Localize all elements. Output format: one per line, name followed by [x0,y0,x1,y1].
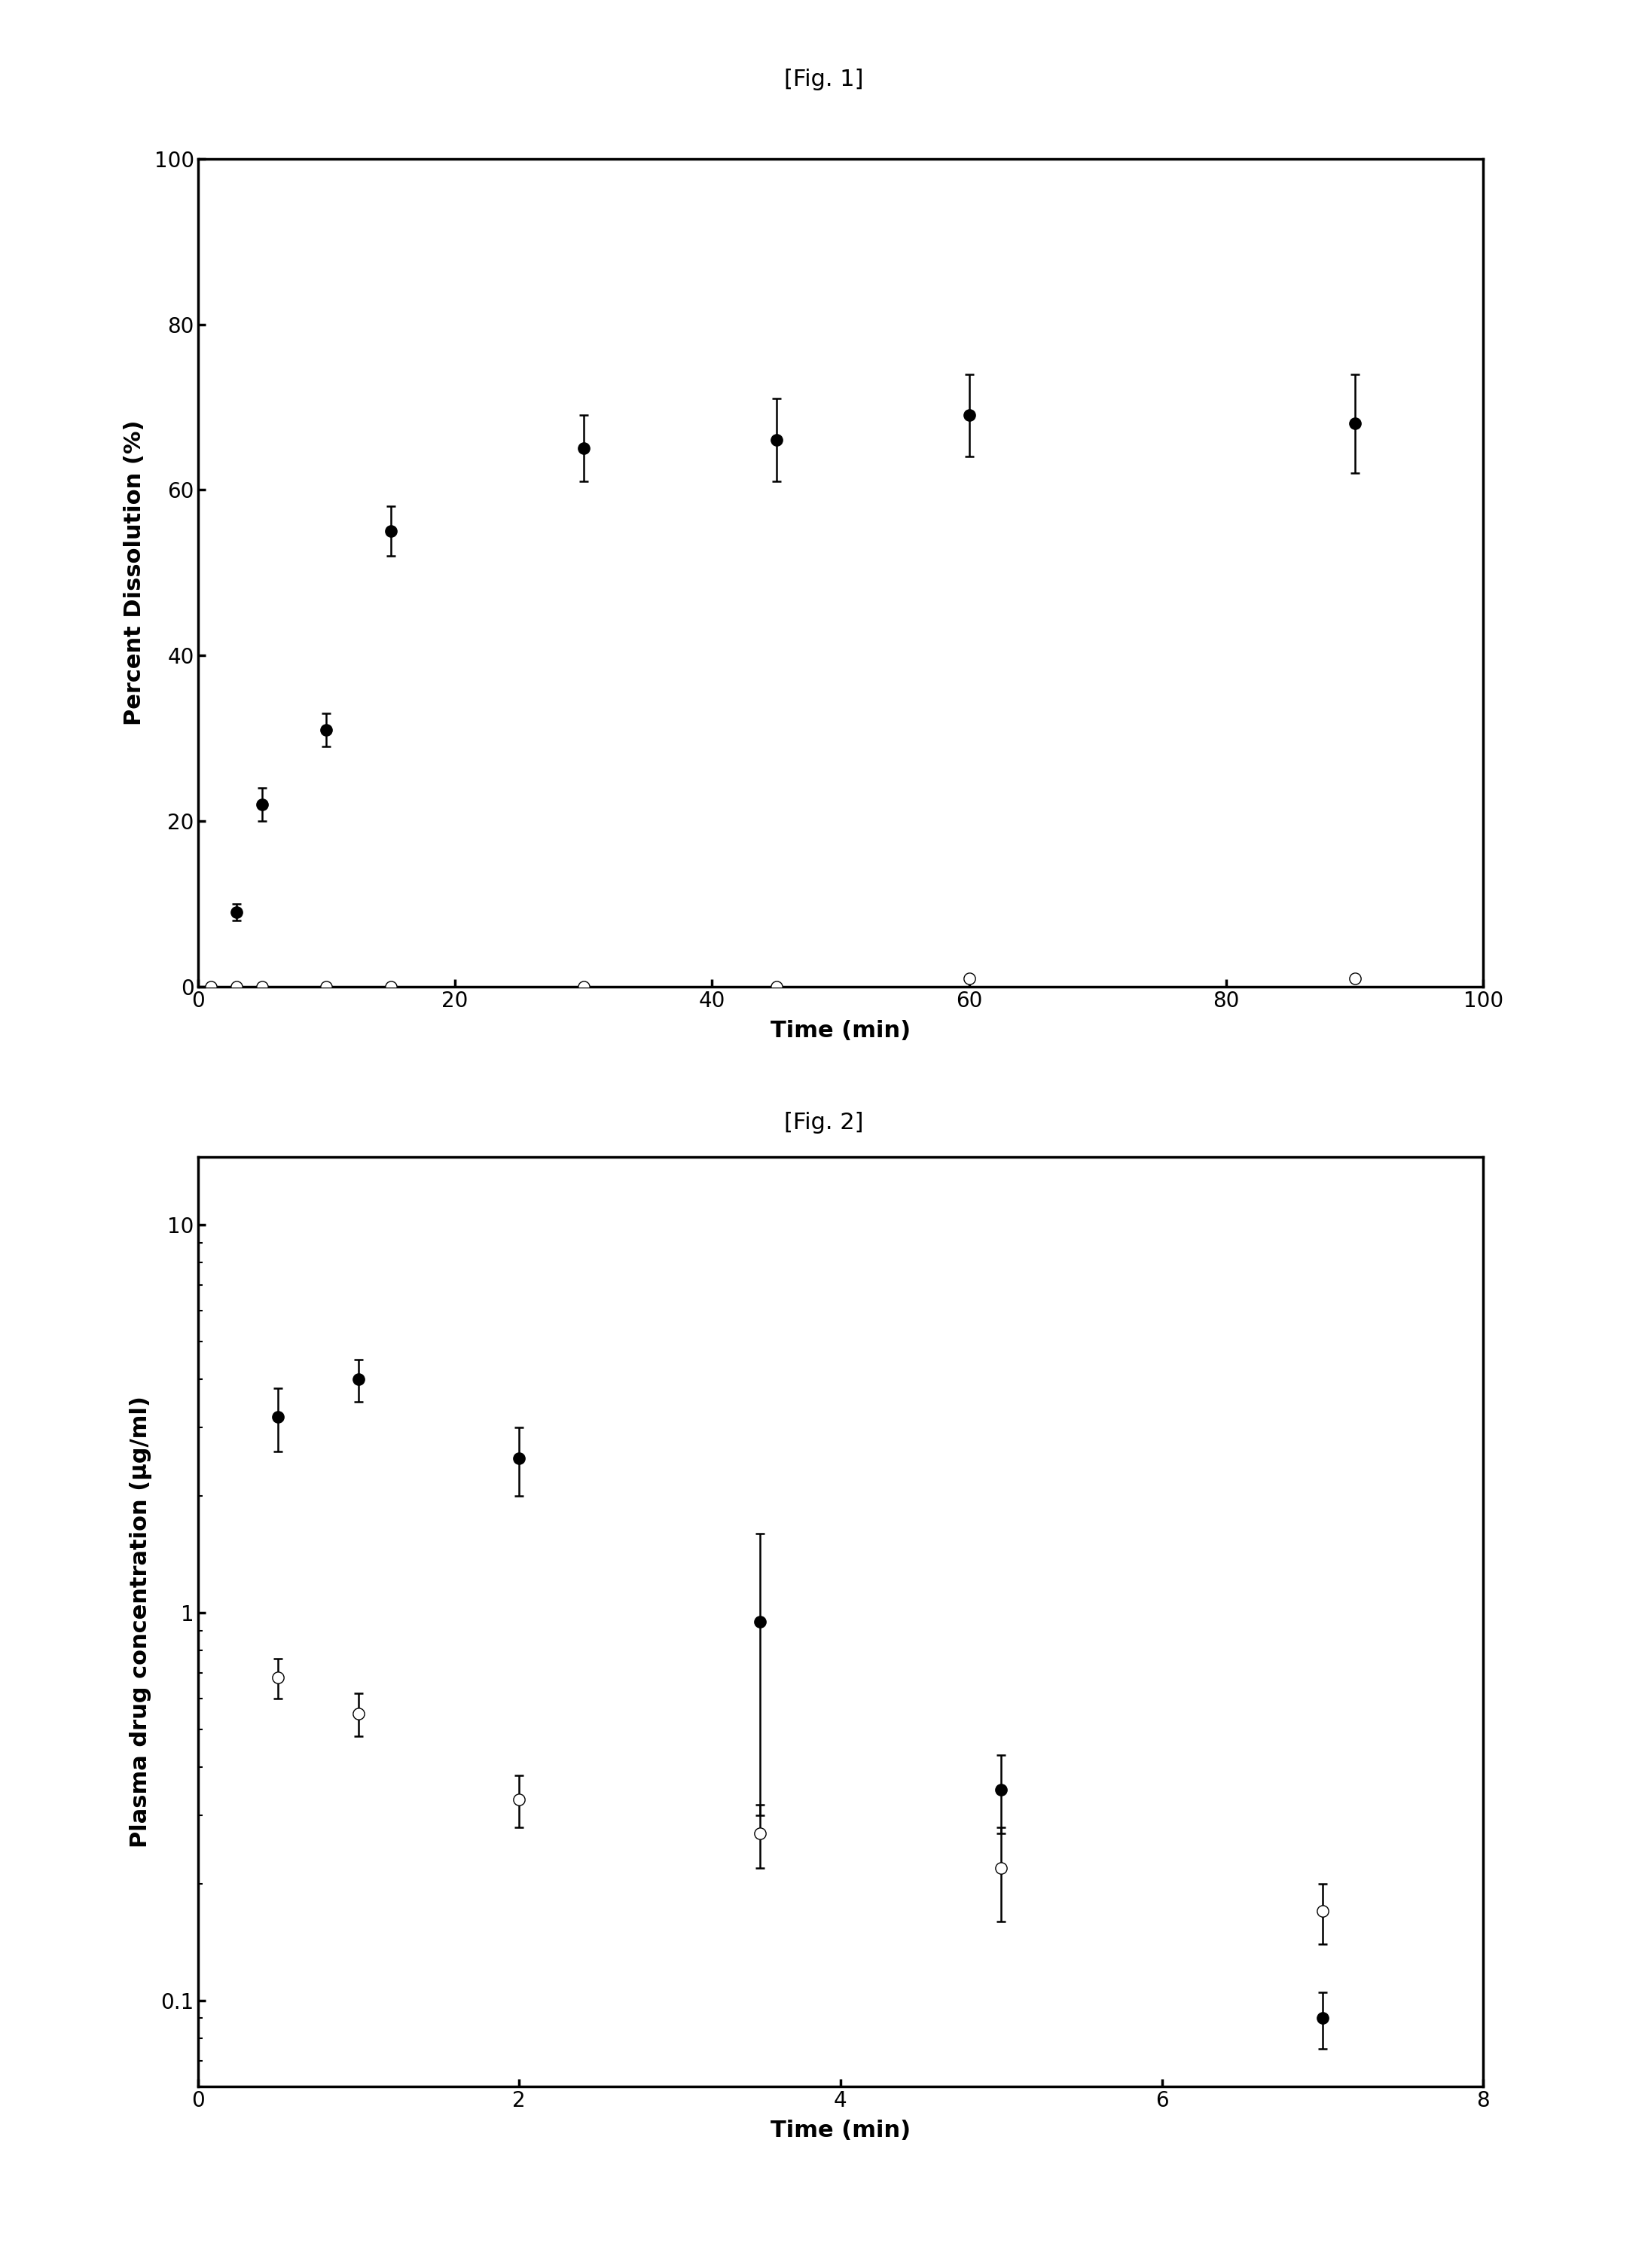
X-axis label: Time (min): Time (min) [770,2121,911,2141]
Y-axis label: Plasma drug concentration (μg/ml): Plasma drug concentration (μg/ml) [130,1395,152,1848]
X-axis label: Time (min): Time (min) [770,1021,911,1041]
Text: [Fig. 1]: [Fig. 1] [784,68,864,91]
Text: [Fig. 2]: [Fig. 2] [784,1111,864,1134]
Y-axis label: Percent Dissolution (%): Percent Dissolution (%) [124,420,145,726]
